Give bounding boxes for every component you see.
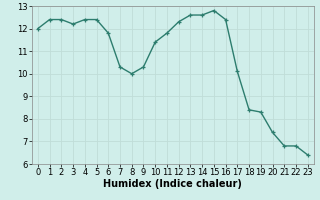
X-axis label: Humidex (Indice chaleur): Humidex (Indice chaleur)	[103, 179, 242, 189]
